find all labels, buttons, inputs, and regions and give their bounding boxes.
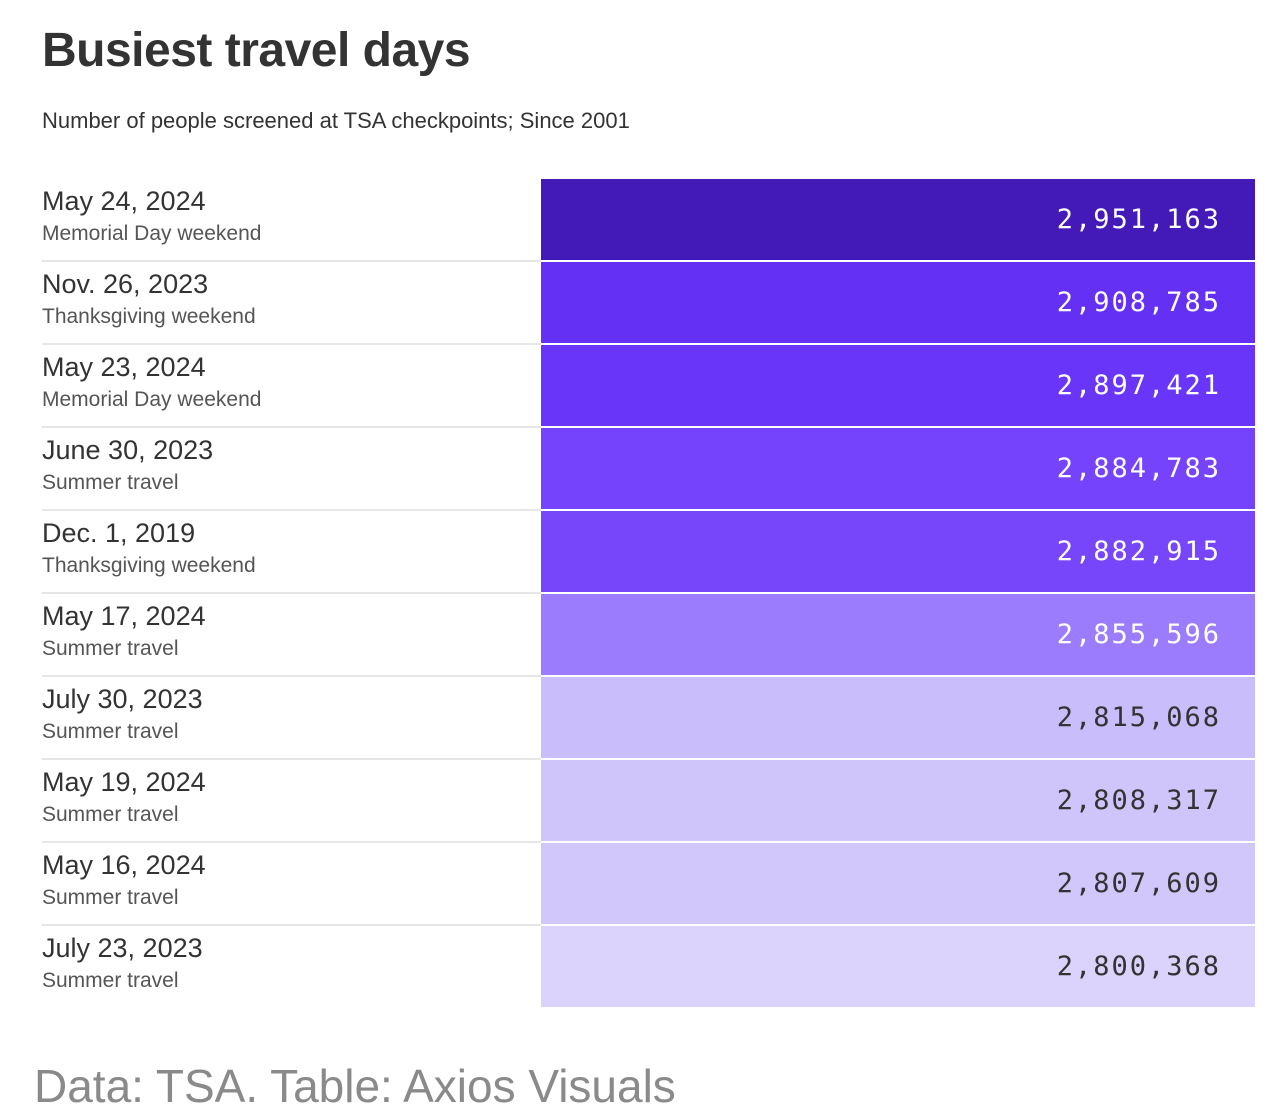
- row-label: May 24, 2024 Memorial Day weekend: [42, 179, 541, 262]
- value-cell: 2,908,785: [541, 262, 1255, 343]
- value-cell: 2,807,609: [541, 843, 1255, 924]
- travel-days-table: May 24, 2024 Memorial Day weekend 2,951,…: [42, 179, 1255, 1009]
- row-date: May 16, 2024: [42, 850, 206, 880]
- table-row: May 16, 2024 Summer travel 2,807,609: [42, 843, 1255, 926]
- value-label: 2,807,609: [1056, 868, 1221, 899]
- row-label: May 16, 2024 Summer travel: [42, 843, 541, 926]
- value-label: 2,884,783: [1056, 453, 1221, 484]
- value-label: 2,908,785: [1056, 287, 1221, 318]
- value-cell: 2,800,368: [541, 926, 1255, 1007]
- row-date: July 30, 2023: [42, 684, 203, 714]
- row-event: Summer travel: [42, 720, 179, 743]
- table-row: May 23, 2024 Memorial Day weekend 2,897,…: [42, 345, 1255, 428]
- row-event: Summer travel: [42, 886, 179, 909]
- row-event: Thanksgiving weekend: [42, 554, 256, 577]
- table-row: Dec. 1, 2019 Thanksgiving weekend 2,882,…: [42, 511, 1255, 594]
- row-date: May 17, 2024: [42, 601, 206, 631]
- value-label: 2,855,596: [1056, 619, 1221, 650]
- row-event: Summer travel: [42, 637, 179, 660]
- chart-title: Busiest travel days: [42, 24, 471, 77]
- row-date: July 23, 2023: [42, 933, 203, 963]
- row-event: Memorial Day weekend: [42, 388, 262, 411]
- source-credit: Data: TSA. Table: Axios Visuals: [34, 1060, 676, 1112]
- row-label: May 17, 2024 Summer travel: [42, 594, 541, 677]
- row-label: Nov. 26, 2023 Thanksgiving weekend: [42, 262, 541, 345]
- value-cell: 2,951,163: [541, 179, 1255, 260]
- row-event: Summer travel: [42, 471, 179, 494]
- table-row: June 30, 2023 Summer travel 2,884,783: [42, 428, 1255, 511]
- row-event: Summer travel: [42, 969, 179, 992]
- table-row: Nov. 26, 2023 Thanksgiving weekend 2,908…: [42, 262, 1255, 345]
- value-label: 2,800,368: [1056, 951, 1221, 982]
- row-event: Summer travel: [42, 803, 179, 826]
- row-date: May 19, 2024: [42, 767, 206, 797]
- table-row: May 19, 2024 Summer travel 2,808,317: [42, 760, 1255, 843]
- value-label: 2,808,317: [1056, 785, 1221, 816]
- row-date: May 23, 2024: [42, 352, 206, 382]
- value-cell: 2,855,596: [541, 594, 1255, 675]
- row-label: May 19, 2024 Summer travel: [42, 760, 541, 843]
- value-cell: 2,882,915: [541, 511, 1255, 592]
- row-event: Thanksgiving weekend: [42, 305, 256, 328]
- row-label: July 23, 2023 Summer travel: [42, 926, 541, 1009]
- row-date: June 30, 2023: [42, 435, 214, 465]
- value-cell: 2,884,783: [541, 428, 1255, 509]
- value-label: 2,882,915: [1056, 536, 1221, 567]
- row-date: May 24, 2024: [42, 186, 206, 216]
- value-label: 2,815,068: [1056, 702, 1221, 733]
- row-label: June 30, 2023 Summer travel: [42, 428, 541, 511]
- row-label: May 23, 2024 Memorial Day weekend: [42, 345, 541, 428]
- row-label: July 30, 2023 Summer travel: [42, 677, 541, 760]
- value-cell: 2,815,068: [541, 677, 1255, 758]
- row-date: Dec. 1, 2019: [42, 518, 196, 548]
- table-row: July 30, 2023 Summer travel 2,815,068: [42, 677, 1255, 760]
- chart-subtitle: Number of people screened at TSA checkpo…: [42, 108, 630, 133]
- value-cell: 2,808,317: [541, 760, 1255, 841]
- value-cell: 2,897,421: [541, 345, 1255, 426]
- row-date: Nov. 26, 2023: [42, 269, 209, 299]
- row-label: Dec. 1, 2019 Thanksgiving weekend: [42, 511, 541, 594]
- table-row: May 24, 2024 Memorial Day weekend 2,951,…: [42, 179, 1255, 262]
- table-row: May 17, 2024 Summer travel 2,855,596: [42, 594, 1255, 677]
- value-label: 2,951,163: [1056, 204, 1221, 235]
- row-event: Memorial Day weekend: [42, 222, 262, 245]
- value-label: 2,897,421: [1056, 370, 1221, 401]
- table-row: July 23, 2023 Summer travel 2,800,368: [42, 926, 1255, 1009]
